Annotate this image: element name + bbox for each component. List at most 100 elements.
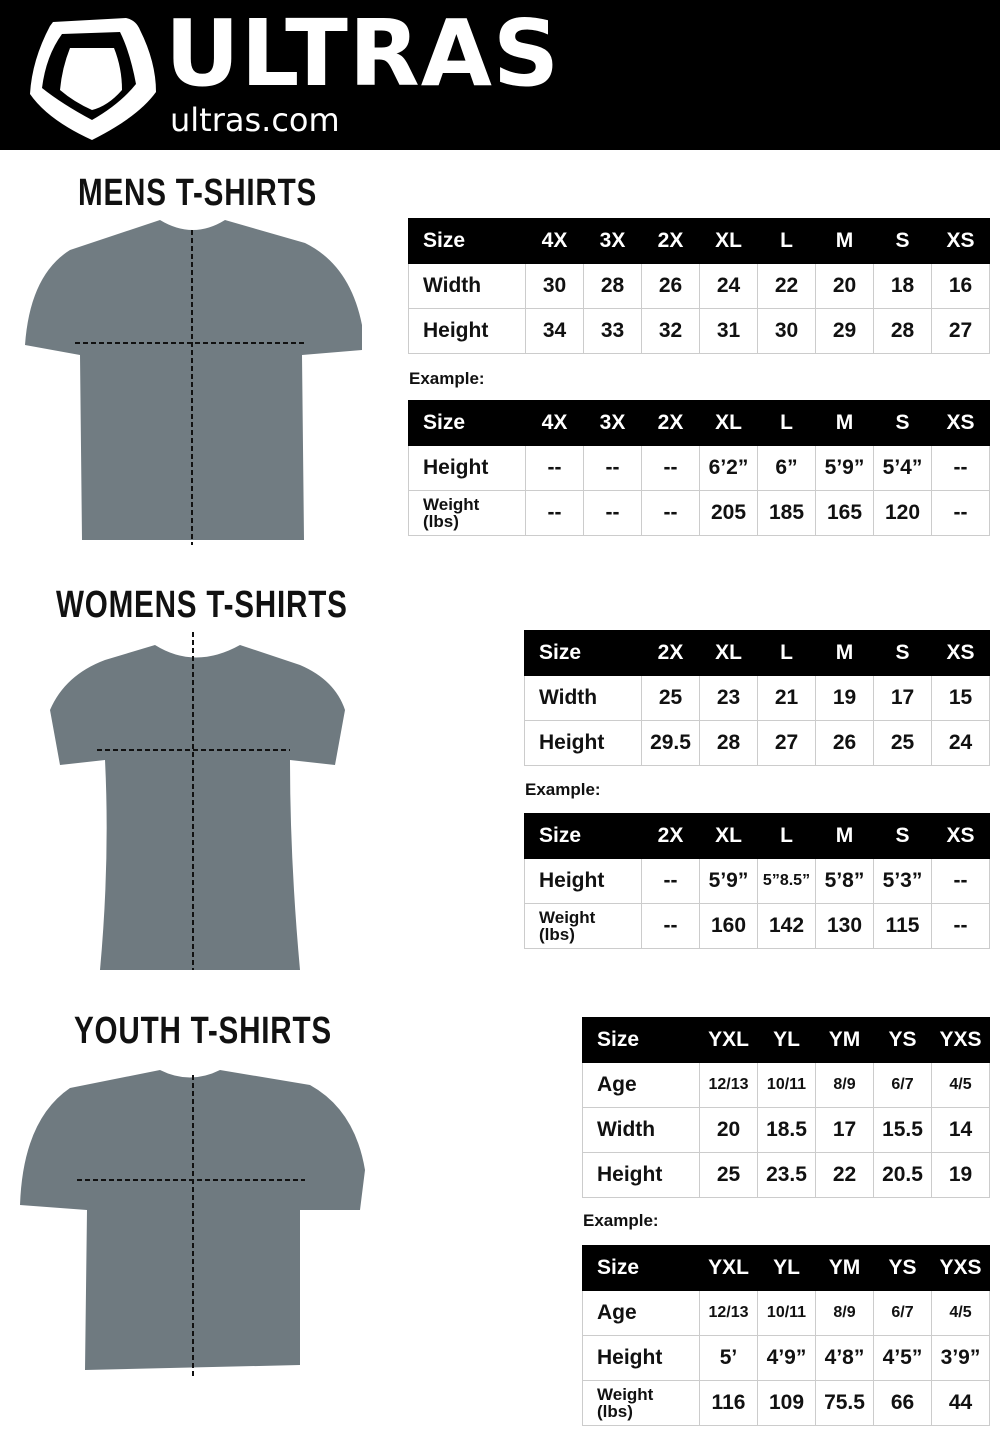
- table-cell: 4/5: [931, 1290, 990, 1336]
- youth-size-table: Size YXL YL YM YS YXS Age 12/13 10/11 8/9 6/7 4/5 Wi…: [582, 1017, 990, 1198]
- table-cell: 2X: [641, 630, 700, 676]
- womens-example-table: Size 2X XL L M S XS Height -- 5’9” 5”8.5” 5’8” 5’3” -…: [524, 813, 990, 949]
- table-row: Weight (lbs) -- -- -- 205 185 165 120 --: [408, 490, 990, 536]
- table-row: Age 12/13 10/11 8/9 6/7 4/5: [582, 1062, 990, 1108]
- table-cell: 5’9”: [815, 445, 874, 491]
- row-label: Age: [582, 1290, 700, 1336]
- table-cell: --: [641, 903, 700, 949]
- table-cell: XS: [931, 813, 990, 859]
- table-row: Width 30 28 26 24 22 20 18 16: [408, 263, 990, 309]
- table-cell: 28: [583, 263, 642, 309]
- table-cell: --: [641, 858, 700, 904]
- table-cell: 3X: [583, 400, 642, 446]
- row-label: Size: [582, 1017, 700, 1063]
- table-cell: 24: [931, 720, 990, 766]
- table-cell: 120: [873, 490, 932, 536]
- table-cell: 21: [757, 675, 816, 721]
- table-cell: XL: [699, 630, 758, 676]
- table-cell: YL: [757, 1245, 816, 1291]
- table-cell: 4X: [525, 218, 584, 264]
- site-url[interactable]: ultras.com: [170, 101, 340, 139]
- table-header-row: Size 2X XL L M S XS: [524, 630, 990, 676]
- youth-title: YOUTH T-SHIRTS: [74, 1010, 332, 1052]
- table-cell: 2X: [641, 813, 700, 859]
- youth-shirt-image: [20, 1070, 365, 1378]
- table-cell: 75.5: [815, 1380, 874, 1426]
- table-cell: 142: [757, 903, 816, 949]
- row-label: Width: [524, 675, 642, 721]
- youth-example-label: Example:: [583, 1211, 659, 1230]
- table-cell: 44: [931, 1380, 990, 1426]
- table-header-row: Size YXL YL YM YS YXS: [582, 1245, 990, 1291]
- table-cell: 22: [815, 1152, 874, 1198]
- table-cell: 29: [815, 308, 874, 354]
- table-cell: 20: [699, 1107, 758, 1153]
- table-cell: 29.5: [641, 720, 700, 766]
- table-row: Age 12/13 10/11 8/9 6/7 4/5: [582, 1290, 990, 1336]
- table-cell: 27: [757, 720, 816, 766]
- table-cell: YM: [815, 1245, 874, 1291]
- table-cell: --: [583, 445, 642, 491]
- mens-example-table: Size 4X 3X 2X XL L M S XS Height -- -- -- 6’2” 6” 5’9” 5…: [408, 400, 990, 536]
- table-cell: YXL: [699, 1245, 758, 1291]
- row-label: Height: [408, 445, 526, 491]
- table-cell: 4/5: [931, 1062, 990, 1108]
- row-label: Height: [582, 1152, 700, 1198]
- table-row: Height -- -- -- 6’2” 6” 5’9” 5’4” --: [408, 445, 990, 491]
- row-label: Weight (lbs): [524, 903, 642, 949]
- table-header-row: Size 2X XL L M S XS: [524, 813, 990, 859]
- womens-title: WOMENS T-SHIRTS: [56, 584, 348, 626]
- table-cell: S: [873, 218, 932, 264]
- table-cell: 32: [641, 308, 700, 354]
- table-cell: 6/7: [873, 1290, 932, 1336]
- womens-shirt-image: [50, 632, 345, 970]
- table-cell: 26: [641, 263, 700, 309]
- row-label: Weight (lbs): [582, 1380, 700, 1426]
- table-row: Height 5’ 4’9” 4’8” 4’5” 3’9”: [582, 1335, 990, 1381]
- table-cell: XL: [699, 218, 758, 264]
- table-cell: 5’: [699, 1335, 758, 1381]
- table-row: Height 29.5 28 27 26 25 24: [524, 720, 990, 766]
- table-cell: 8/9: [815, 1290, 874, 1336]
- table-cell: 2X: [641, 400, 700, 446]
- table-cell: 5’9”: [699, 858, 758, 904]
- table-cell: 23: [699, 675, 758, 721]
- table-header-row: Size 4X 3X 2X XL L M S XS: [408, 400, 990, 446]
- table-cell: 4’5”: [873, 1335, 932, 1381]
- table-cell: 6”: [757, 445, 816, 491]
- table-cell: YM: [815, 1017, 874, 1063]
- table-cell: 116: [699, 1380, 758, 1426]
- table-cell: L: [757, 630, 816, 676]
- mens-shirt-image: [25, 220, 362, 545]
- table-cell: XL: [699, 400, 758, 446]
- table-cell: --: [931, 445, 990, 491]
- table-cell: 25: [873, 720, 932, 766]
- table-cell: 12/13: [699, 1062, 758, 1108]
- table-cell: 14: [931, 1107, 990, 1153]
- table-cell: 17: [815, 1107, 874, 1153]
- table-cell: 66: [873, 1380, 932, 1426]
- table-cell: 30: [757, 308, 816, 354]
- table-cell: 20.5: [873, 1152, 932, 1198]
- table-cell: S: [873, 813, 932, 859]
- row-label: Height: [582, 1335, 700, 1381]
- table-cell: 25: [641, 675, 700, 721]
- table-cell: 18.5: [757, 1107, 816, 1153]
- table-cell: XL: [699, 813, 758, 859]
- table-cell: 6/7: [873, 1062, 932, 1108]
- table-cell: 165: [815, 490, 874, 536]
- row-label: Size: [524, 813, 642, 859]
- table-cell: 4’9”: [757, 1335, 816, 1381]
- table-cell: --: [641, 445, 700, 491]
- table-row: Height 25 23.5 22 20.5 19: [582, 1152, 990, 1198]
- table-cell: 31: [699, 308, 758, 354]
- table-cell: 28: [699, 720, 758, 766]
- table-cell: --: [641, 490, 700, 536]
- table-cell: XS: [931, 218, 990, 264]
- table-row: Height 34 33 32 31 30 29 28 27: [408, 308, 990, 354]
- brand-name: ULTRAS: [165, 0, 561, 107]
- table-row: Width 20 18.5 17 15.5 14: [582, 1107, 990, 1153]
- table-cell: 2X: [641, 218, 700, 264]
- table-cell: 5”8.5”: [757, 858, 816, 904]
- table-cell: 18: [873, 263, 932, 309]
